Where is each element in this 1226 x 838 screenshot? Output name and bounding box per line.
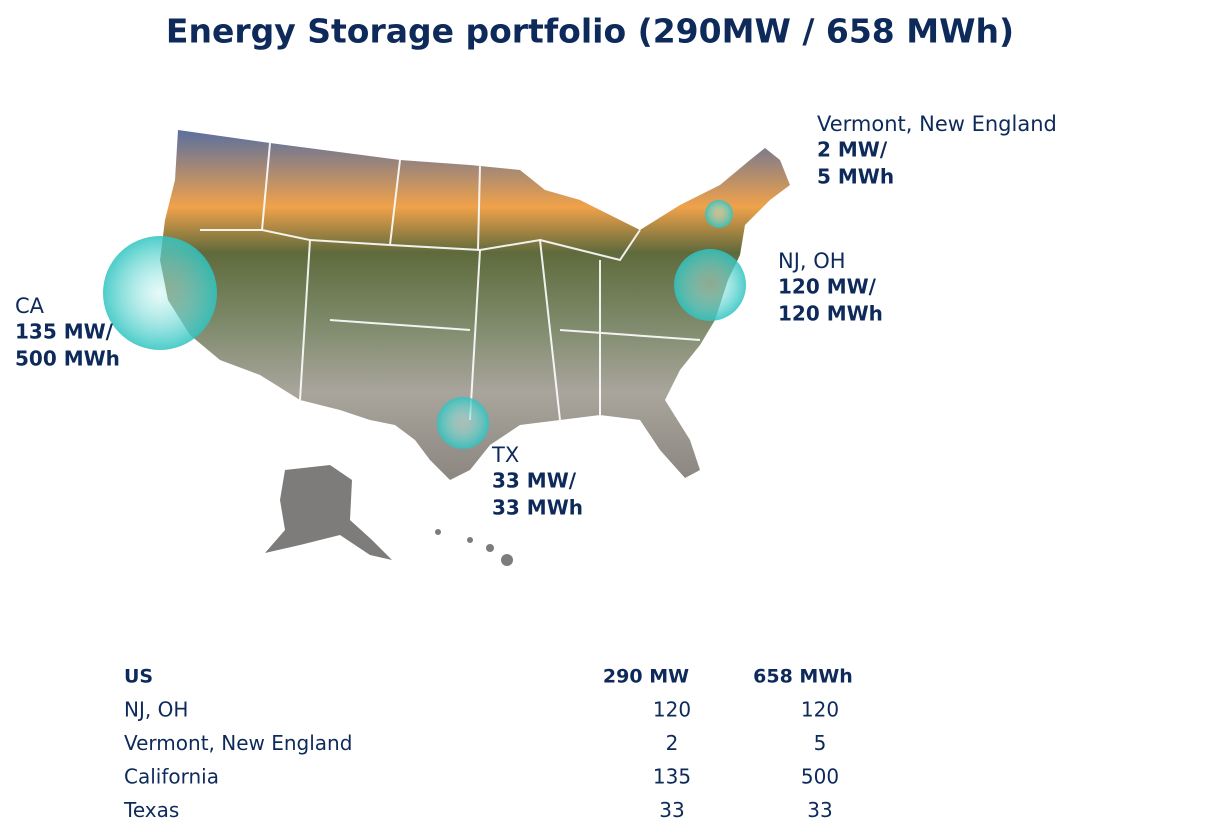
- callout-energy: 120 MWh: [778, 302, 883, 326]
- callout-power: 33 MW/: [492, 469, 577, 493]
- table-cell: 120: [801, 698, 839, 722]
- callout-label: TX: [491, 443, 519, 467]
- callout-energy: 500 MWh: [15, 347, 120, 371]
- row-label: California: [124, 765, 219, 789]
- callout-energy: 5 MWh: [817, 165, 894, 189]
- table-cell: 2: [666, 731, 679, 755]
- row-label: NJ, OH: [124, 698, 188, 722]
- table-cell: 135: [653, 765, 691, 789]
- callout-power: 135 MW/: [15, 320, 114, 344]
- title: Energy Storage portfolio (290MW / 658 MW…: [166, 12, 1014, 51]
- table: US 290 MW 658 MWh NJ, OH 120 120 Vermont, N…: [123, 666, 853, 823]
- ca-bubble: [103, 236, 217, 350]
- table-header: 658 MWh: [753, 666, 853, 688]
- table-header: US: [124, 666, 153, 688]
- tx-bubble: [437, 397, 489, 449]
- us-map: [160, 130, 790, 566]
- callout-label: CA: [15, 294, 45, 318]
- table-cell: 500: [801, 765, 839, 789]
- table-cell: 120: [653, 698, 691, 722]
- callout-label: Vermont, New England: [817, 112, 1057, 136]
- table-cell: 5: [814, 731, 827, 755]
- row-label: Vermont, New England: [124, 731, 352, 755]
- callout-label: NJ, OH: [778, 249, 846, 273]
- vermont-bubble: [705, 200, 733, 228]
- table-cell: 33: [659, 798, 684, 822]
- callout-energy: 33 MWh: [492, 496, 583, 520]
- nj-oh-bubble: [674, 249, 746, 321]
- table-cell: 33: [807, 798, 832, 822]
- callout-power: 2 MW/: [817, 138, 888, 162]
- callout-power: 120 MW/: [778, 275, 877, 299]
- table-header: 290 MW: [603, 666, 689, 688]
- row-label: Texas: [123, 798, 179, 822]
